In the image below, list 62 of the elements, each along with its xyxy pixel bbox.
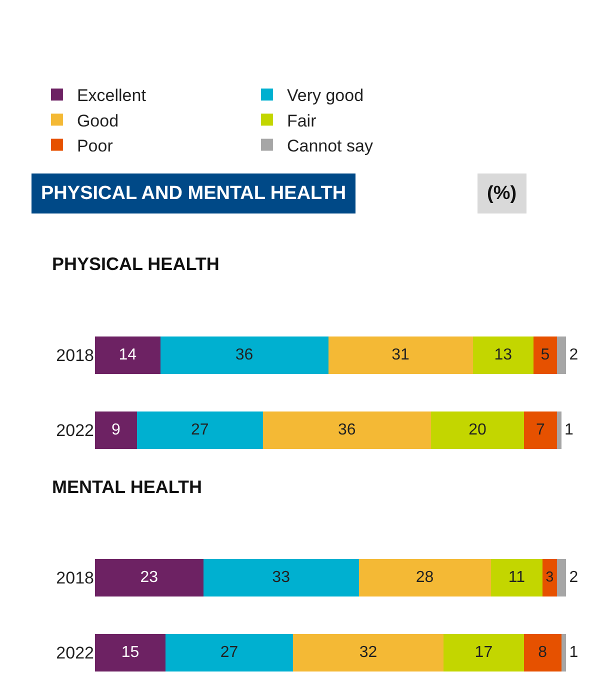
data-label: 28 [416, 569, 434, 586]
bar [542, 558, 557, 596]
chart-title: MENTAL HEALTH [52, 477, 202, 497]
data-label: 33 [272, 569, 290, 586]
y-tick-label: 2018 [56, 346, 94, 366]
data-label: 36 [338, 422, 356, 439]
bar [292, 634, 444, 672]
data-label: 13 [494, 346, 512, 364]
bar [556, 558, 566, 596]
data-label: 5 [540, 346, 550, 364]
bar [95, 336, 160, 374]
text: PHYSICAL AND MENTAL HEALTH [41, 183, 346, 204]
bar [556, 411, 562, 449]
data-label: 17 [474, 644, 493, 662]
bar [534, 336, 557, 374]
bar [160, 336, 328, 374]
bar [136, 411, 263, 449]
data-label: 14 [118, 346, 137, 364]
text: (%) [487, 183, 517, 204]
y-tick-label: 2018 [56, 568, 94, 588]
legend-label: Very good [286, 86, 364, 106]
bar [524, 634, 562, 672]
bar [95, 634, 166, 672]
data-label: 15 [121, 644, 140, 662]
data-label: 27 [220, 644, 238, 662]
bar [556, 336, 566, 374]
data-label: 11 [508, 569, 526, 586]
legend-label: Poor [76, 136, 114, 156]
bar [444, 634, 524, 672]
data-label: 31 [392, 346, 410, 364]
data-label: 32 [359, 644, 378, 662]
bar [490, 558, 543, 596]
chart-title: PHYSICAL HEALTH [52, 254, 220, 274]
bar [430, 411, 524, 449]
bar [262, 411, 431, 449]
bar [524, 411, 557, 449]
y-tick-label: 2022 [56, 421, 94, 440]
legend-label: Good [76, 111, 119, 130]
data-label: 20 [468, 422, 487, 439]
data-label: 1 [569, 644, 578, 662]
data-label: 3 [546, 570, 554, 586]
data-label: 2 [569, 346, 578, 364]
data-label: 9 [111, 422, 120, 439]
legend-label: Cannot say [286, 136, 374, 156]
bar [328, 336, 473, 374]
data-label: 27 [191, 422, 209, 439]
y-tick-label: 2022 [56, 643, 94, 662]
data-label: 7 [536, 422, 546, 439]
data-label: 1 [564, 422, 574, 439]
data-label: 36 [235, 346, 254, 364]
bar [358, 558, 491, 596]
bar [95, 411, 137, 449]
data-label: 8 [538, 644, 548, 662]
data-label: 23 [140, 569, 158, 586]
bar [203, 558, 359, 596]
bar [95, 558, 204, 596]
bar [166, 634, 293, 672]
data-label: 2 [569, 569, 578, 586]
legend-label: Fair [286, 111, 317, 130]
legend-label: Excellent [76, 86, 146, 106]
bar [561, 634, 566, 672]
bar [472, 336, 534, 374]
